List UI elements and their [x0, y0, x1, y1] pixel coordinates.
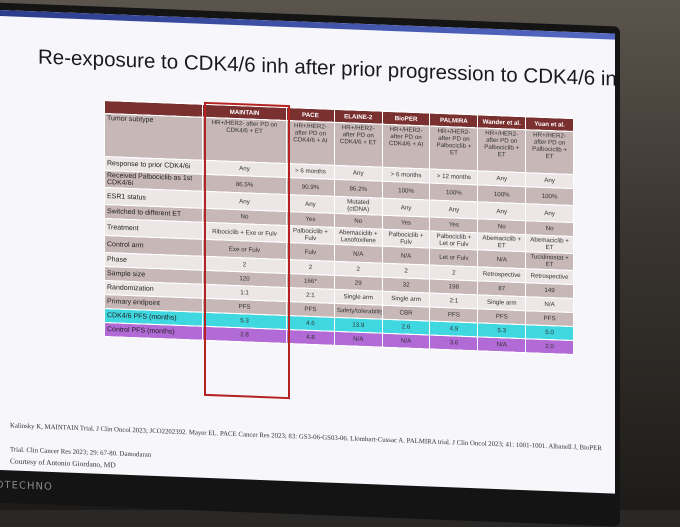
table-cell: Let or Fulv [429, 248, 478, 267]
table-cell: Palbociclib + Fulv [382, 229, 430, 249]
table-cell: Abemaciclib + ET [525, 234, 574, 254]
slide-title: Re-exposure to CDK4/6 inh after prior pr… [38, 45, 615, 92]
table-cell: 86.2% [334, 179, 383, 199]
row-label: Control PFS (months) [104, 322, 203, 341]
table-cell: N/A [334, 244, 383, 264]
table-cell: HR+/HER2- after PD on Palbociclib + ET [525, 129, 574, 175]
table-cell: Mutated (ctDNA) [334, 196, 383, 216]
study-comparison-table: MAINTAIN PACE ELAINE-2 BioPER PALMIRA Wa… [104, 100, 574, 355]
table-cell: N/A [477, 249, 526, 269]
table-cell: HR+/HER2- after PD on CDK4/6 + AI [286, 120, 335, 166]
maintain-highlight-box [204, 101, 290, 400]
monitor-brand: ADTECHNO [0, 479, 53, 493]
table-cell: Any [286, 194, 335, 214]
table-cell: 4.8 [286, 329, 335, 346]
table-cell: HR+/HER2- after PD on Palbociclib + ET [477, 127, 526, 173]
table-cell: Abemaciclib + ET [477, 232, 526, 252]
table-cell: Tucidinostat + ET [525, 251, 574, 271]
table-body: Tumor subtype HR+/HER2- after PD on CDK4/… [104, 113, 574, 355]
table-cell: N/A [477, 336, 526, 353]
table-cell: 100% [429, 183, 478, 202]
table-cell: 2.0 [525, 338, 574, 355]
table-cell: Any [429, 200, 478, 219]
table-cell: Any [477, 201, 526, 221]
table-cell: Palbociclib + Let or Fulv [429, 231, 478, 250]
table-cell: HR+/HER2- after PD on Palbociclib + ET [429, 126, 478, 171]
table-cell: HR+/HER2- after PD on CDK4/6 + AI [382, 124, 430, 170]
table-cell: N/A [382, 333, 430, 350]
monitor-screen: Re-exposure to CDK4/6 inh after prior pr… [0, 10, 615, 494]
table-cell: 100% [382, 181, 430, 201]
table-cell: HR+/HER2- after PD on CDK4/6 + ET [334, 122, 383, 168]
table-cell: 100% [525, 186, 574, 206]
table-cell: Fulv [286, 242, 335, 262]
table-cell: 100% [477, 184, 526, 204]
table-cell: N/A [334, 331, 383, 348]
table-cell: N/A [382, 246, 430, 266]
table-cell: Any [525, 203, 574, 223]
table-cell: Palbociclib + Fulv [286, 225, 335, 245]
table-cell: 90.9% [286, 177, 335, 197]
table-cell: Any [382, 198, 430, 218]
row-label: Tumor subtype [104, 113, 203, 161]
table-cell: 3.6 [429, 335, 478, 351]
table-cell: Abemaciclib + Lasofoxifene [334, 227, 383, 247]
